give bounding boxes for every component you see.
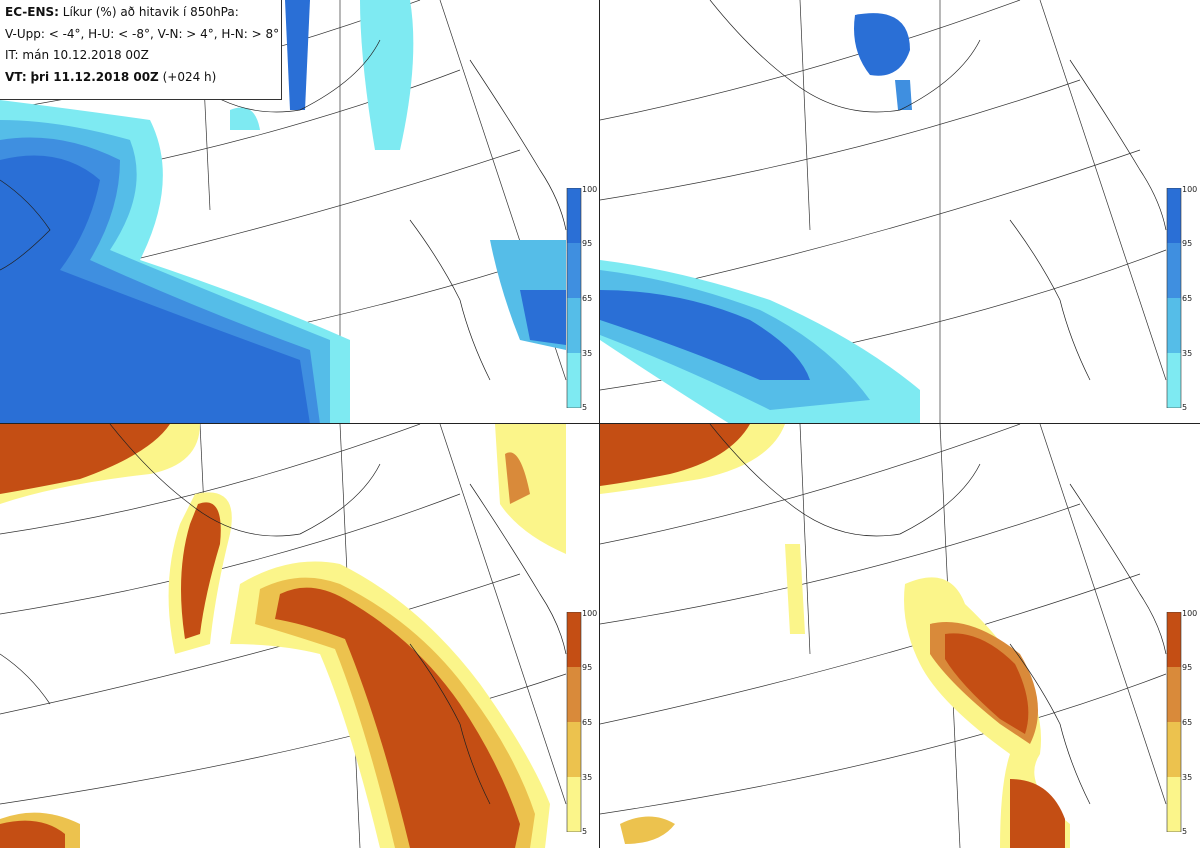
cold-anomaly-map bbox=[0, 0, 567, 424]
legend-definition: V-Upp: < -4°, H-U: < -8°, V-N: > 4°, H-N… bbox=[5, 26, 280, 41]
colorbar-tick: 100 bbox=[1182, 185, 1198, 194]
valid-time-line: VT: þri 11.12.2018 00Z (+024 h) bbox=[5, 70, 281, 92]
colorbar-tick: 5 bbox=[582, 827, 588, 836]
colorbar-tick: 100 bbox=[1182, 609, 1198, 618]
colorbar-tick: 95 bbox=[582, 239, 593, 248]
colorbar-tick: 100 bbox=[582, 185, 598, 194]
valid-time: þri 11.12.2018 00Z bbox=[30, 69, 159, 84]
map-panel-warm-extreme: 100 95 65 35 5 bbox=[600, 424, 1200, 848]
panel-divider-vertical bbox=[599, 0, 600, 848]
colorbar-tick: 95 bbox=[582, 663, 593, 672]
colorbar-warm: 100 95 65 35 5 bbox=[565, 609, 600, 848]
warm-anomaly-map bbox=[0, 424, 567, 848]
colorbar-warm-swatches bbox=[1166, 612, 1182, 832]
colorbar-tick: 65 bbox=[582, 718, 593, 727]
colorbar-tick: 35 bbox=[1182, 773, 1193, 782]
colorbar-tick: 35 bbox=[582, 349, 593, 358]
lead-time: (+024 h) bbox=[162, 69, 217, 84]
map-panel-warm-strong: 100 95 65 35 5 bbox=[0, 424, 600, 848]
colorbar-tick: 5 bbox=[1182, 403, 1188, 412]
colorbar-tick: 100 bbox=[582, 609, 598, 618]
map-panel-cold-extreme: 100 95 65 35 5 bbox=[600, 0, 1200, 424]
colorbar-tick: 65 bbox=[582, 294, 593, 303]
colorbar-tick: 5 bbox=[1182, 827, 1188, 836]
colorbar-cold: 100 95 65 35 5 bbox=[565, 185, 600, 424]
colorbar-cold-swatches bbox=[1166, 188, 1182, 408]
colorbar-tick: 65 bbox=[1182, 718, 1193, 727]
colorbar-tick: 35 bbox=[582, 773, 593, 782]
colorbar-warm-swatches bbox=[566, 612, 582, 832]
model-name: EC-ENS: bbox=[5, 5, 59, 19]
valid-prefix: VT: bbox=[5, 69, 27, 84]
colorbar-cold-swatches bbox=[566, 188, 582, 408]
colorbar-warm: 100 95 65 35 5 bbox=[1165, 609, 1200, 848]
warm-extreme-map bbox=[600, 424, 1167, 848]
map-panel-cold-strong: 100 95 65 35 5 bbox=[0, 0, 600, 424]
forecast-info-box: EC-ENS: Líkur (%) að hitavik í 850hPa: V… bbox=[0, 0, 282, 100]
colorbar-tick: 35 bbox=[1182, 349, 1193, 358]
colorbar-tick: 65 bbox=[1182, 294, 1193, 303]
colorbar-cold: 100 95 65 35 5 bbox=[1165, 185, 1200, 424]
init-time: IT: mán 10.12.2018 00Z bbox=[5, 48, 149, 62]
colorbar-tick: 95 bbox=[1182, 663, 1193, 672]
cold-extreme-map bbox=[600, 0, 1167, 424]
colorbar-tick: 5 bbox=[582, 403, 588, 412]
info-title-line: EC-ENS: Líkur (%) að hitavik í 850hPa: bbox=[5, 5, 281, 27]
title-text: Líkur (%) að hitavik í 850hPa: bbox=[62, 5, 239, 19]
panel-divider-horizontal bbox=[0, 423, 1200, 424]
colorbar-tick: 95 bbox=[1182, 239, 1193, 248]
